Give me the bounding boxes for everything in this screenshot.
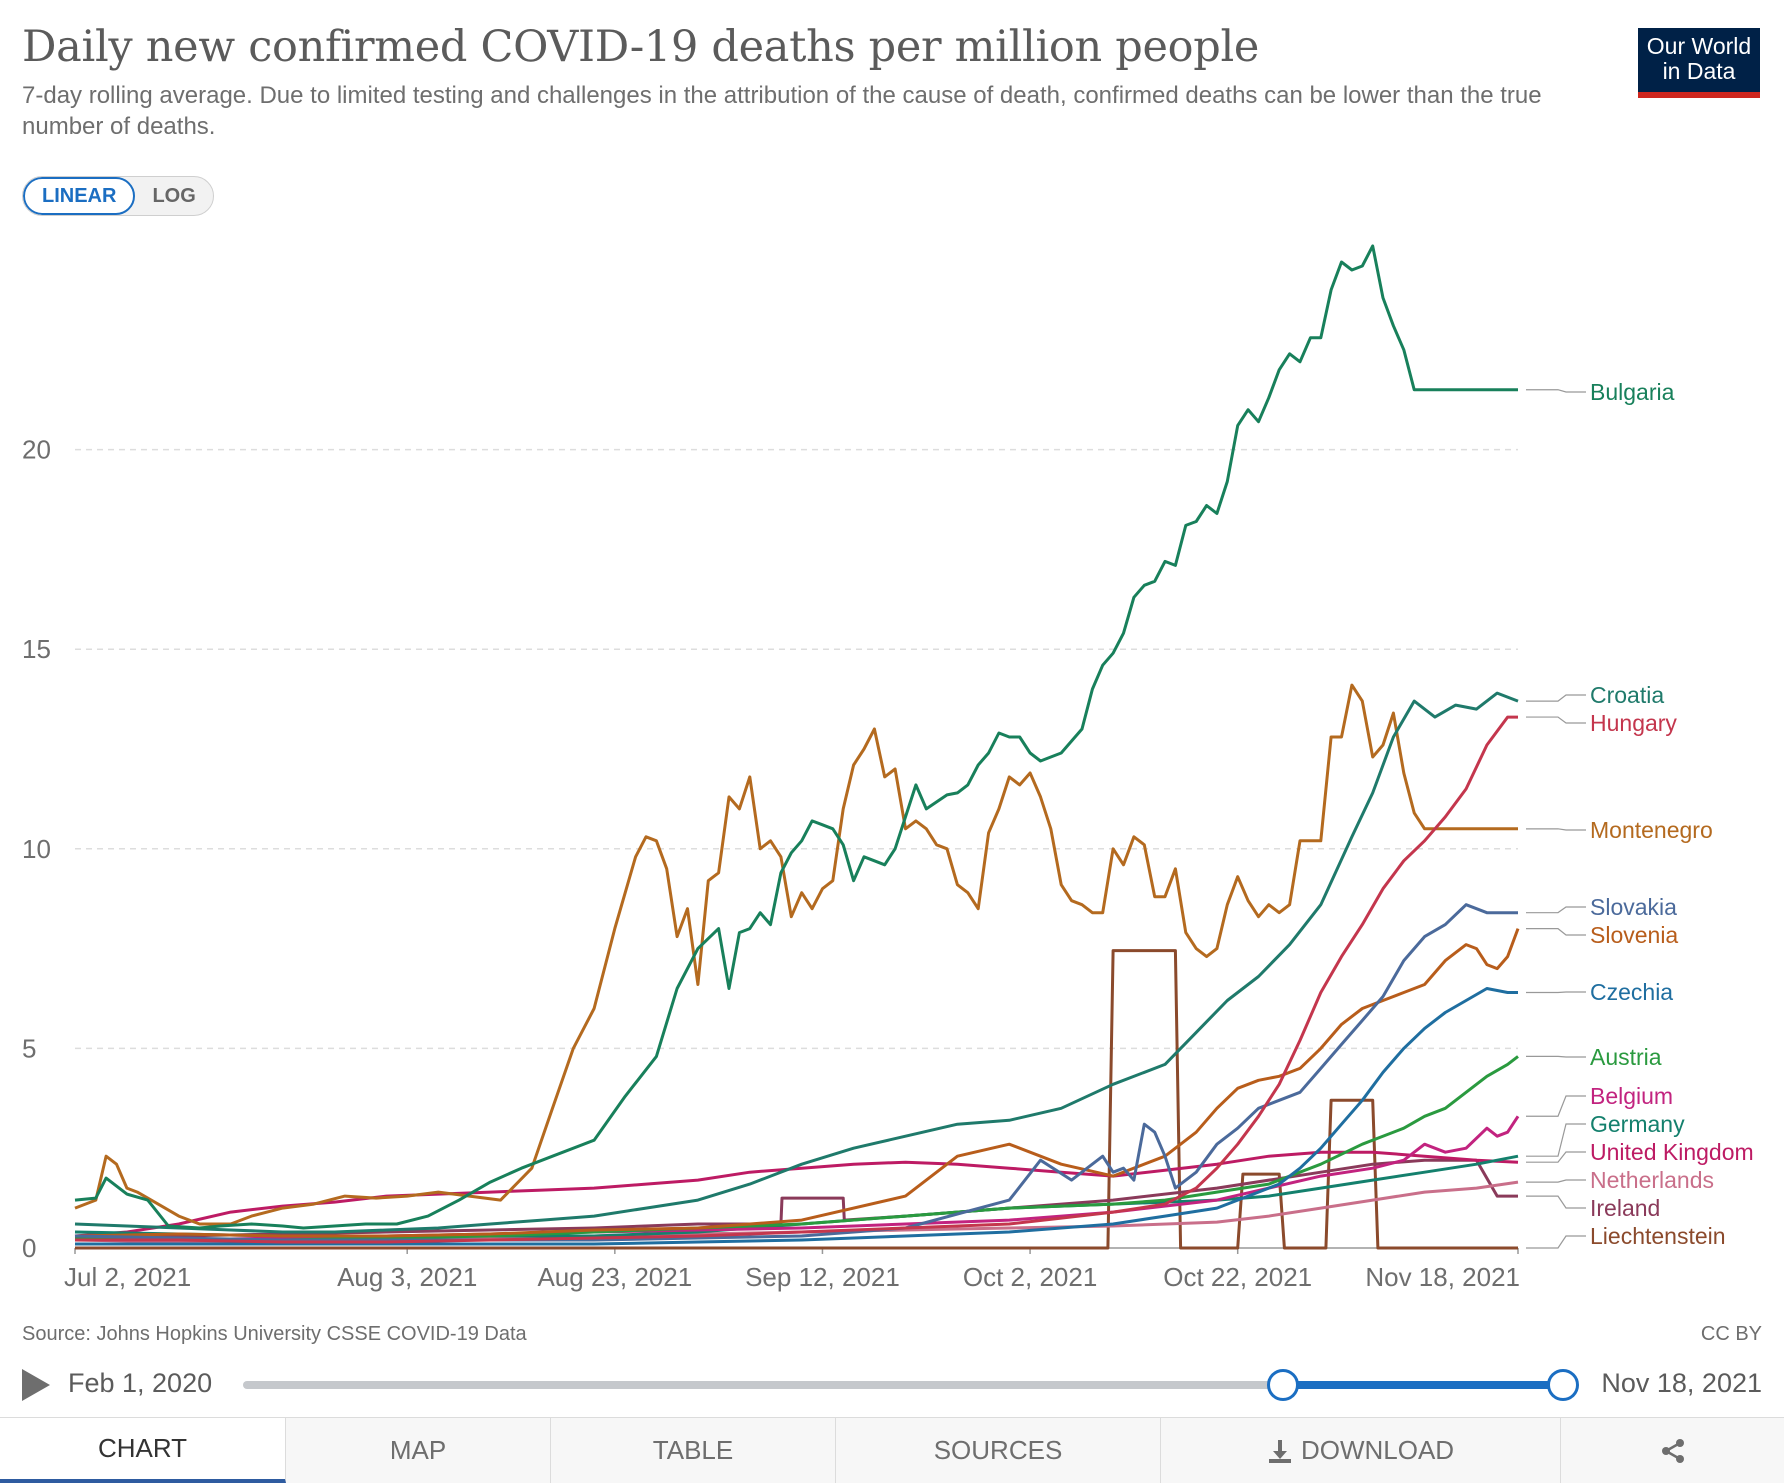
timeline-selected-range bbox=[1283, 1381, 1563, 1389]
series-line-bulgaria bbox=[74, 244, 1518, 1230]
owid-logo[interactable]: Our World in Data bbox=[1638, 28, 1760, 98]
chart-title: Daily new confirmed COVID-19 deaths per … bbox=[22, 22, 1260, 72]
end-label-bulgaria: Bulgaria bbox=[1590, 379, 1675, 405]
end-label-slovakia: Slovakia bbox=[1590, 894, 1677, 920]
tab-download[interactable]: DOWNLOAD bbox=[1161, 1418, 1561, 1483]
x-tick-label: Aug 3, 2021 bbox=[337, 1262, 477, 1292]
leader-line-netherlands bbox=[1526, 1179, 1586, 1183]
timeline-track[interactable] bbox=[243, 1381, 1563, 1389]
end-label-hungary: Hungary bbox=[1590, 710, 1677, 736]
tab-table[interactable]: TABLE bbox=[551, 1418, 836, 1483]
timeline-start-handle[interactable] bbox=[1267, 1369, 1299, 1401]
end-label-slovenia: Slovenia bbox=[1590, 922, 1678, 948]
end-label-ireland: Ireland bbox=[1590, 1195, 1660, 1221]
end-label-czechia: Czechia bbox=[1590, 979, 1673, 1005]
line-chart: 0 5 10 15 20 Jul 2, 2021 Aug 3, 2021 Aug 23, 20… bbox=[22, 244, 1754, 1292]
series-line-slovenia bbox=[74, 928, 1520, 1238]
series-line-slovakia bbox=[74, 903, 1518, 1242]
end-label-belgium: Belgium bbox=[1590, 1083, 1673, 1109]
x-tick-label: Nov 18, 2021 bbox=[1365, 1262, 1520, 1292]
end-label-montenegro: Montenegro bbox=[1590, 817, 1713, 843]
end-label-germany: Germany bbox=[1590, 1111, 1685, 1137]
tab-bar: CHART MAP TABLE SOURCES DOWNLOAD bbox=[0, 1417, 1784, 1483]
log-scale-button[interactable]: LOG bbox=[152, 185, 196, 207]
y-tick-label: 5 bbox=[22, 1033, 36, 1063]
timeline-start-label: Feb 1, 2020 bbox=[68, 1368, 213, 1398]
source-note[interactable]: Source: Johns Hopkins University CSSE CO… bbox=[22, 1323, 527, 1345]
series-line-croatia bbox=[74, 691, 1519, 1234]
series-line-liechtenstein bbox=[75, 949, 1518, 1250]
x-tick-label: Oct 2, 2021 bbox=[963, 1262, 1097, 1292]
tab-chart[interactable]: CHART bbox=[0, 1418, 286, 1483]
logo-line-1: Our World bbox=[1646, 33, 1752, 59]
end-label-netherlands: Netherlands bbox=[1590, 1167, 1714, 1193]
download-icon bbox=[1268, 1439, 1291, 1463]
leader-line-united-kingdom bbox=[1526, 1151, 1586, 1163]
leader-line-czechia bbox=[1526, 991, 1586, 994]
y-tick-label: 10 bbox=[22, 834, 51, 864]
leader-line-bulgaria bbox=[1526, 389, 1586, 393]
leader-line-austria bbox=[1526, 1055, 1586, 1058]
x-tick-label: Jul 2, 2021 bbox=[64, 1262, 191, 1292]
tab-sources[interactable]: SOURCES bbox=[836, 1418, 1161, 1483]
leader-line-slovakia bbox=[1526, 906, 1586, 914]
y-tick-label: 20 bbox=[22, 435, 51, 465]
logo-line-2: in Data bbox=[1662, 58, 1736, 84]
leader-line-montenegro bbox=[1526, 828, 1586, 831]
leader-line-liechtenstein bbox=[1526, 1235, 1586, 1249]
series-line-austria bbox=[74, 1055, 1519, 1242]
end-label-united-kingdom: United Kingdom bbox=[1590, 1139, 1754, 1165]
timeline-end-label: Nov 18, 2021 bbox=[1601, 1368, 1762, 1398]
leader-line-hungary bbox=[1526, 716, 1586, 724]
leader-line-belgium bbox=[1526, 1095, 1586, 1117]
linear-scale-button[interactable]: LINEAR bbox=[23, 177, 136, 215]
timeline-end-handle[interactable] bbox=[1547, 1369, 1579, 1401]
timeline: Feb 1, 2020 Nov 18, 2021 bbox=[0, 1360, 1784, 1410]
chart-subtitle: 7-day rolling average. Due to limited te… bbox=[22, 82, 1542, 140]
y-tick-label: 0 bbox=[22, 1233, 36, 1263]
series-line-montenegro bbox=[74, 683, 1518, 1226]
leader-line-ireland bbox=[1526, 1195, 1586, 1209]
license-label[interactable]: CC BY bbox=[1700, 1323, 1762, 1345]
end-label-liechtenstein: Liechtenstein bbox=[1590, 1223, 1726, 1249]
leader-line-slovenia bbox=[1526, 928, 1586, 936]
play-icon[interactable] bbox=[22, 1369, 50, 1401]
x-tick-label: Oct 22, 2021 bbox=[1163, 1262, 1312, 1292]
tab-map[interactable]: MAP bbox=[286, 1418, 551, 1483]
share-icon bbox=[1661, 1438, 1684, 1463]
end-label-austria: Austria bbox=[1590, 1044, 1662, 1070]
end-label-croatia: Croatia bbox=[1590, 682, 1664, 708]
x-tick-label: Sep 12, 2021 bbox=[745, 1262, 900, 1292]
series-line-czechia bbox=[75, 987, 1518, 1246]
download-label: DOWNLOAD bbox=[1300, 1435, 1455, 1465]
scale-toggle: LINEAR LOG bbox=[22, 176, 214, 216]
leader-line-germany bbox=[1526, 1123, 1586, 1157]
y-tick-label: 15 bbox=[22, 634, 51, 664]
leader-line-croatia bbox=[1526, 694, 1586, 702]
x-tick-label: Aug 23, 2021 bbox=[537, 1262, 692, 1292]
series-line-hungary bbox=[75, 715, 1518, 1244]
tab-share[interactable] bbox=[1561, 1418, 1784, 1483]
